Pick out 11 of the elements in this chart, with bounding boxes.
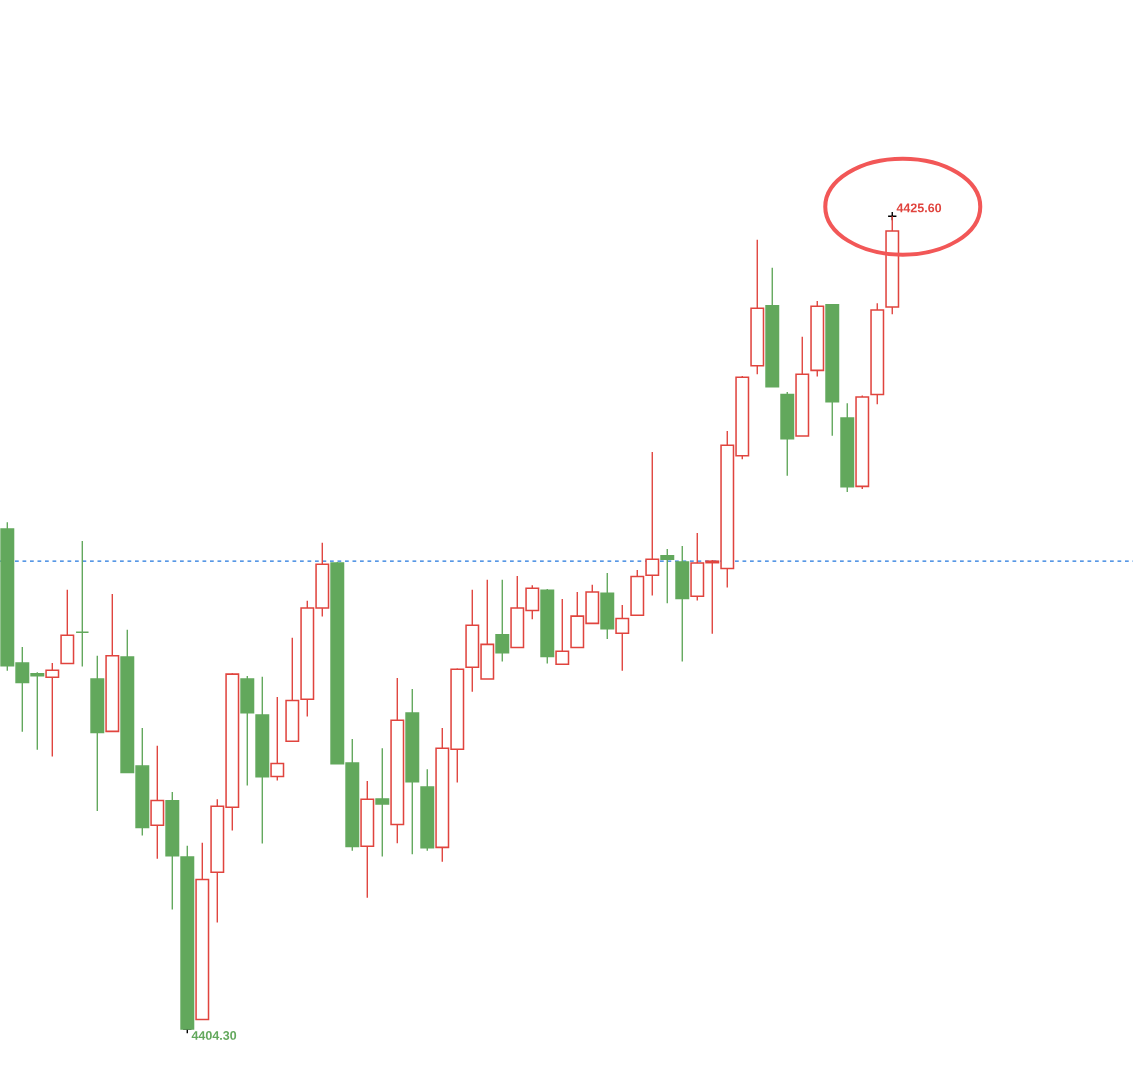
candlestick [45, 662, 60, 758]
candlestick [660, 548, 675, 604]
candlestick [555, 598, 570, 665]
text: 4404.30 [191, 1031, 237, 1040]
candlestick [270, 696, 285, 782]
text: 4425.60 [896, 203, 942, 213]
candlestick [615, 604, 630, 672]
candlestick [375, 747, 390, 858]
candlestick [75, 540, 90, 668]
candlestick [645, 451, 660, 597]
candlestick [495, 579, 510, 663]
